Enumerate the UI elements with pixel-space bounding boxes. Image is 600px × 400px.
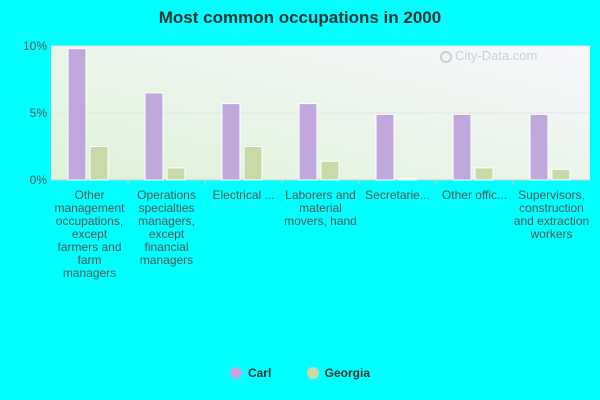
bar-carl	[529, 113, 549, 181]
watermark-text: City-Data.com	[455, 48, 538, 63]
chart-title: Most common occupations in 2000	[158, 8, 442, 27]
x-tick-label: Secretarie...	[365, 189, 430, 202]
bar-georgia	[320, 160, 340, 181]
search-icon	[440, 51, 452, 63]
bar-georgia	[397, 178, 417, 181]
x-tick-label: Other offic...	[441, 189, 508, 202]
bar-georgia	[166, 167, 186, 181]
y-tick-label: 0%	[30, 173, 48, 187]
legend-swatch-georgia	[306, 367, 319, 379]
bar-carl	[452, 113, 472, 181]
y-tick-label: 5%	[30, 106, 48, 120]
bar-georgia	[551, 168, 571, 181]
bar-georgia	[89, 146, 109, 181]
legend-item-georgia: Georgia	[306, 366, 371, 380]
x-tick-label: Other management occupations, except far…	[54, 188, 125, 280]
x-tick-label: Supervisors, construction and extraction…	[513, 188, 590, 241]
legend-item-carl: Carl	[229, 366, 272, 380]
bar-carl	[67, 48, 87, 181]
watermark: City-Data.com	[440, 48, 537, 63]
legend-label-carl: Carl	[247, 366, 272, 380]
y-tick-label: 10%	[23, 39, 47, 53]
bar-carl	[144, 92, 164, 181]
bar-carl	[298, 103, 318, 181]
legend: Carl Georgia	[0, 366, 600, 382]
legend-label-georgia: Georgia	[324, 366, 371, 380]
bar-carl	[221, 103, 241, 181]
x-tick-label: Operations specialties managers, except …	[137, 188, 196, 267]
x-tick-label: Electrical ...	[212, 189, 275, 202]
legend-swatch-carl	[229, 367, 242, 379]
bar-georgia	[474, 167, 494, 181]
bar-carl	[375, 113, 395, 181]
bar-georgia	[243, 146, 263, 181]
x-tick-label: Laborers and material movers, hand	[284, 188, 357, 228]
